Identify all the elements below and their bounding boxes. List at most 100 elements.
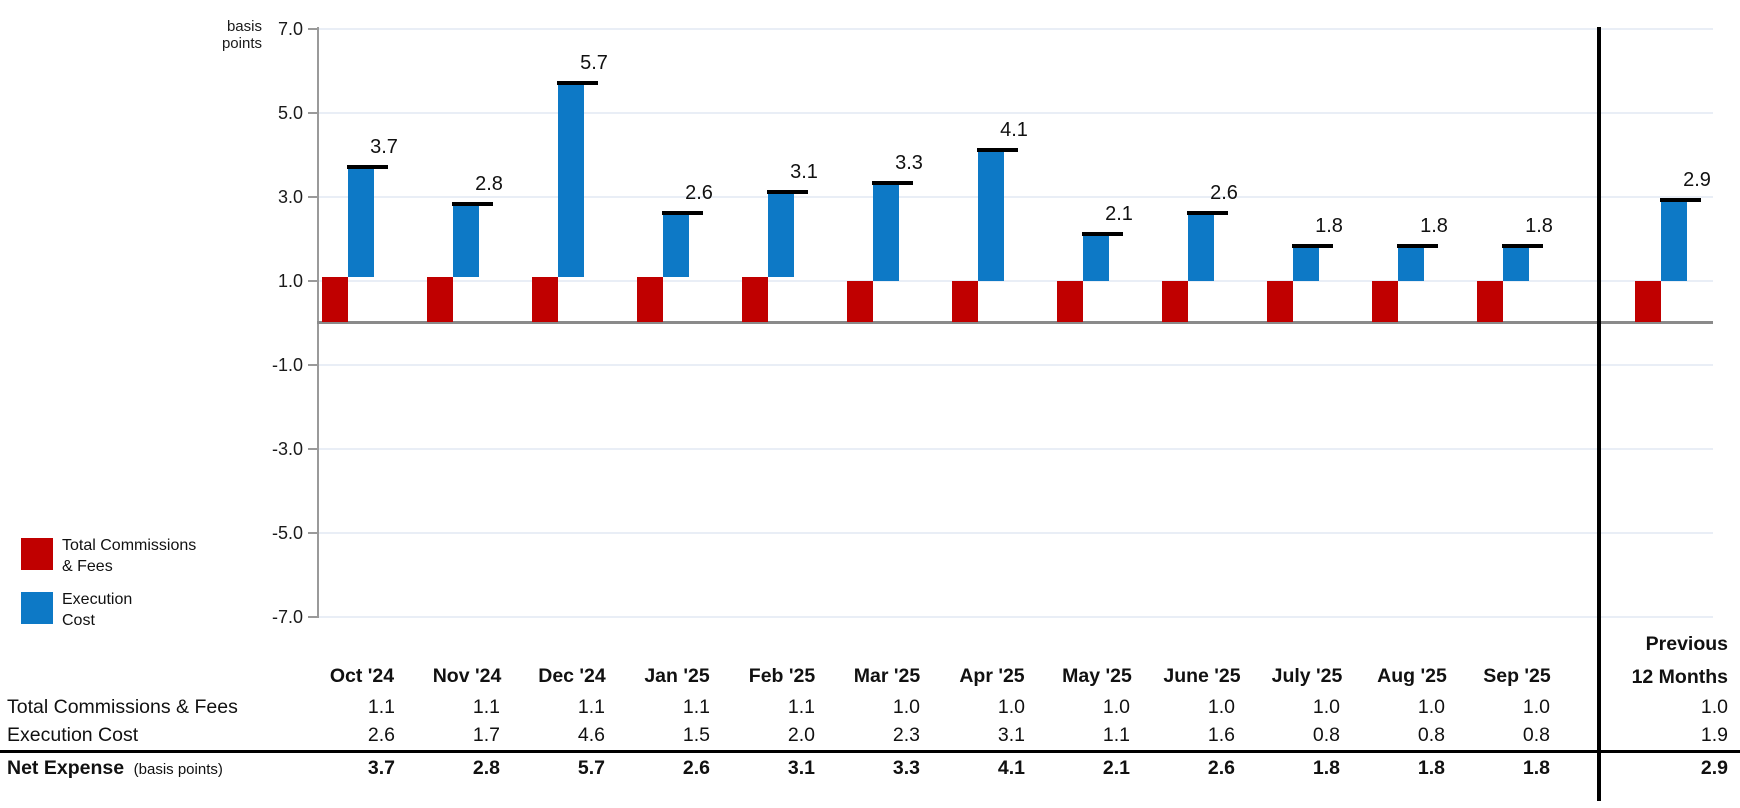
table-month-header: Jan '25 <box>644 665 710 687</box>
net-expense-value-label: 2.6 <box>1210 181 1238 204</box>
commissions-bar <box>1635 281 1661 322</box>
net-expense-value-label: 2.6 <box>685 181 713 204</box>
commissions-bar <box>532 276 558 322</box>
table-cell: 3.3 <box>892 757 920 779</box>
commissions-bar <box>1057 281 1083 322</box>
table-cell: 1.0 <box>1522 696 1550 718</box>
y-axis-tick <box>308 112 317 114</box>
net-expense-value-label: 1.8 <box>1525 215 1553 238</box>
table-cell: 1.8 <box>1417 757 1445 779</box>
zero-baseline <box>317 321 1713 324</box>
y-axis-tick-label: -7.0 <box>271 607 303 627</box>
commissions-bar <box>637 276 663 322</box>
table-month-header: Sep '25 <box>1483 665 1551 687</box>
gridline <box>317 280 1713 282</box>
y-axis-tick <box>308 28 317 30</box>
table-cell: 3.7 <box>367 757 395 779</box>
net-expense-cap <box>557 80 598 85</box>
net-expense-value-label: 1.8 <box>1315 215 1343 238</box>
execution-bar <box>348 167 374 277</box>
execution-bar <box>453 205 479 277</box>
table-cell: 5.7 <box>577 757 605 779</box>
execution-bar <box>1398 247 1424 281</box>
gridline <box>317 28 1713 30</box>
table-cell: 2.6 <box>682 757 710 779</box>
net-expense-cap <box>1187 210 1228 215</box>
table-month-header: Aug '25 <box>1377 665 1447 687</box>
table-cell: 1.0 <box>1417 696 1445 718</box>
table-cell: 1.8 <box>1522 757 1550 779</box>
table-cell: 0.8 <box>1522 724 1550 746</box>
table-cell: 1.1 <box>367 696 395 718</box>
bar-chart: 7.0 5.0 3.0 1.0 -1.0 -3.0 -5.0 -7.0 3.7 2.8 5.7 2.6… <box>271 19 1713 627</box>
commissions-bar <box>1477 281 1503 322</box>
table-cell: 2.3 <box>892 724 920 746</box>
commissions-bar <box>427 276 453 322</box>
net-expense-cap <box>767 189 808 194</box>
table-cell: 2.0 <box>787 724 815 746</box>
commissions-bar <box>1267 281 1293 322</box>
table-prev-header-line1: Previous <box>1645 633 1728 655</box>
execution-bar <box>1661 201 1687 281</box>
unit-label-line1: basis <box>226 18 262 35</box>
table-cell: 1.1 <box>787 696 815 718</box>
execution-bar <box>558 83 584 277</box>
net-expense-value-label: 3.1 <box>790 160 818 183</box>
net-expense-cap <box>1082 231 1123 236</box>
legend-swatch-commissions <box>21 538 53 570</box>
table-cell-prev: 2.9 <box>1700 757 1728 779</box>
y-axis-tick-label: -1.0 <box>271 355 303 375</box>
net-expense-value-label: 2.9 <box>1683 169 1711 192</box>
execution-bar <box>768 192 794 277</box>
commissions-bar <box>952 281 978 322</box>
table-month-header: June '25 <box>1163 665 1241 687</box>
net-expense-cap <box>872 181 913 186</box>
table-total-divider <box>0 750 1740 753</box>
y-axis-tick-label: 1.0 <box>277 271 303 291</box>
table-cell: 1.5 <box>682 724 710 746</box>
y-axis-tick <box>308 448 317 450</box>
table-cell: 1.7 <box>472 724 500 746</box>
table-cell: 3.1 <box>997 724 1025 746</box>
table-month-header: July '25 <box>1271 665 1343 687</box>
execution-bar <box>663 213 689 277</box>
legend-label-execution: Execution Cost <box>62 591 133 629</box>
table-cell: 1.0 <box>892 696 920 718</box>
table-month-header: Oct '24 <box>329 665 395 687</box>
net-expense-value-label: 4.1 <box>1000 118 1028 141</box>
table-cell: 2.6 <box>1207 757 1235 779</box>
net-expense-value-label: 2.1 <box>1105 202 1133 225</box>
gridline <box>317 532 1713 534</box>
table-cell: 2.8 <box>472 757 500 779</box>
net-expense-value-label: 3.7 <box>370 135 398 158</box>
y-axis-tick-label: 3.0 <box>277 187 303 207</box>
table-cell: 1.1 <box>682 696 710 718</box>
net-expense-cap <box>662 210 703 215</box>
period-separator-line <box>1597 27 1601 801</box>
net-expense-cap <box>452 202 493 207</box>
table-month-header: Dec '24 <box>538 665 606 687</box>
execution-bar <box>1293 247 1319 281</box>
table-month-header: Nov '24 <box>432 665 502 687</box>
commissions-bar <box>1162 281 1188 322</box>
unit-label-line2: points <box>221 35 262 52</box>
table-cell: 1.1 <box>577 696 605 718</box>
net-expense-value-label: 5.7 <box>580 51 608 74</box>
y-axis-tick <box>308 616 317 618</box>
gridline <box>317 112 1713 114</box>
commissions-bar <box>847 281 873 322</box>
execution-bar <box>1083 234 1109 281</box>
legend-label-commissions: Total Commissions & Fees <box>62 537 197 575</box>
y-axis-unit-label: basis points <box>182 18 262 52</box>
table-row-label-commissions: Total Commissions & Fees <box>7 696 238 718</box>
table-cell: 0.8 <box>1417 724 1445 746</box>
table-prev-header-line2: 12 Months <box>1631 666 1728 688</box>
table-row-label-execution: Execution Cost <box>7 724 139 746</box>
net-expense-cap <box>347 164 388 169</box>
table-month-header: Mar '25 <box>853 665 921 687</box>
net-expense-cap <box>1397 244 1438 249</box>
execution-bar <box>1503 247 1529 281</box>
table-month-header: Feb '25 <box>748 665 816 687</box>
table-cell: 3.1 <box>787 757 815 779</box>
